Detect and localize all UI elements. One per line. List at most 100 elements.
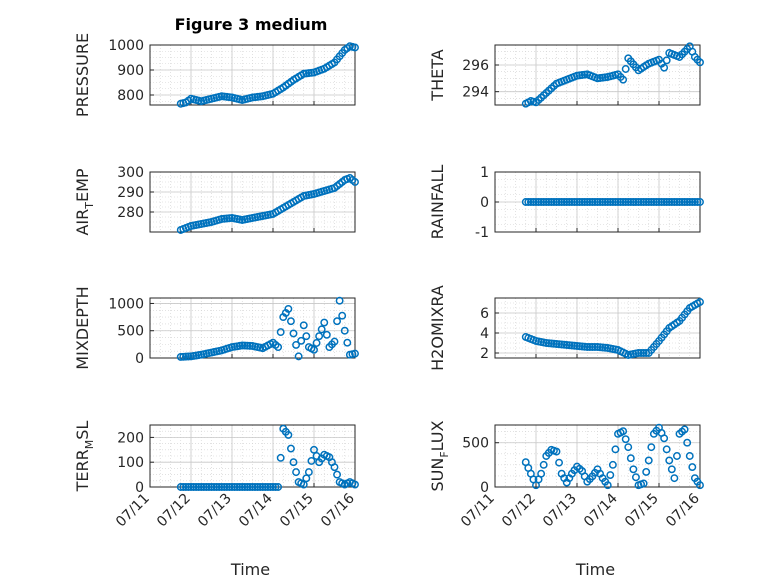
y-axis-label: AIRTEMP [73,168,96,235]
data-point [675,198,684,206]
data-point [606,471,615,479]
data-point [286,444,295,453]
data-point [243,483,252,491]
data-point [696,198,704,206]
data-point [642,467,651,476]
data-point [263,483,272,491]
data-point [557,198,566,206]
subplot-2: 280 290 300 AIRTEMP [73,165,359,236]
data-point [565,198,574,206]
y-axis-label-subscript: M [83,440,96,450]
data-point [194,483,203,491]
data-point [286,317,295,326]
data-point [197,483,206,491]
data-point [284,430,293,439]
data-point [598,198,607,206]
data-point [225,483,234,491]
data-point [245,483,254,491]
y-axis-label: TERRMSL [73,421,96,493]
data-point [192,483,201,491]
data-point [624,198,633,206]
data-point [251,483,260,491]
y-axis-label-subscript: T [83,202,96,210]
data-point [672,452,681,460]
data-point [521,198,530,206]
data-point [588,198,597,206]
data-point [542,198,551,206]
data-point [333,317,342,326]
data-point [351,43,359,52]
data-point [616,198,625,206]
data-point [685,452,694,460]
data-point [665,198,674,206]
y-axis-label: MIXDEPTH [73,286,92,369]
data-point [276,453,285,462]
data-point [680,198,689,206]
y-tick-label: 1 [480,165,489,181]
data-point [322,330,331,339]
data-point [276,328,285,337]
axes-box [149,44,356,106]
data-point [207,483,216,491]
subplot-1: 294 296 THETA [428,42,704,108]
data-point [526,198,535,206]
data-point [269,483,277,491]
data-point [652,198,661,206]
x-tick-label: 07/14 [236,490,276,530]
y-tick-label: 2 [480,346,489,362]
data-point [696,58,704,67]
y-tick-label: 800 [117,88,144,104]
x-tick-label: 07/12 [154,491,194,531]
axes-box [494,297,701,359]
data-point [274,483,283,491]
data-point [317,325,326,334]
data-point [204,483,213,491]
data-point [575,198,584,206]
axes-box [149,297,356,359]
y-tick-label: 200 [117,430,144,446]
data-point [608,198,617,206]
data-point [662,56,671,65]
data-point [667,465,676,474]
y-axis-label: THETA [428,49,447,101]
data-point [647,443,656,452]
data-point [680,425,689,434]
y-tick-label: 296 [462,58,489,74]
data-point [245,341,254,350]
data-point [289,458,298,467]
data-point [578,198,587,206]
data-point [292,340,301,349]
data-point [222,483,231,491]
y-tick-label: -1 [475,225,489,241]
data-point [657,198,666,206]
data-point [304,468,313,477]
data-point [624,443,633,452]
data-point [670,198,679,206]
data-point [330,463,339,472]
axes-box [494,44,701,106]
data-point [184,483,193,491]
data-point [660,198,669,206]
data-point [544,198,553,206]
y-axis-label-rest: LUX [428,420,447,451]
data-point [655,198,663,206]
data-point [549,198,558,206]
data-point [611,445,620,454]
data-point [593,198,602,206]
y-tick-label: 294 [462,85,489,101]
y-tick-label: 1000 [108,38,144,54]
data-point [210,483,219,491]
data-point [529,198,538,206]
data-point [573,198,581,206]
data-point [302,332,311,341]
data-point [256,483,265,491]
data-point [181,352,190,361]
data-point [537,198,546,206]
data-point [299,321,308,330]
data-point [688,463,697,472]
data-point [217,483,226,491]
data-point [220,483,229,491]
data-point [238,341,247,350]
subplot-7: 0 500 07/11 07/12 07/13 07/14 07/15 07/16 SUNFLU… [428,420,704,579]
